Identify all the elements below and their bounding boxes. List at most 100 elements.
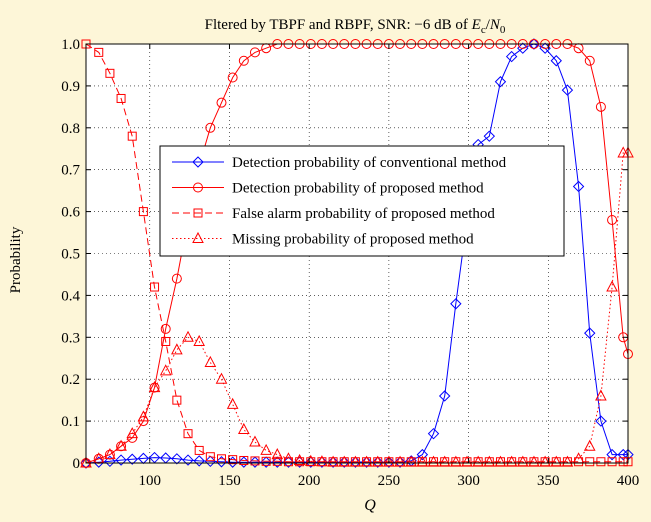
data-point xyxy=(105,68,115,78)
legend-marker xyxy=(193,208,203,218)
data-point xyxy=(260,456,272,468)
data-point xyxy=(228,455,238,465)
data-point xyxy=(138,207,148,217)
data-point xyxy=(539,455,551,467)
data-point xyxy=(394,456,406,468)
data-point xyxy=(194,445,204,455)
data-point xyxy=(161,336,171,346)
data-point xyxy=(327,456,339,468)
legend-label: False alarm probability of proposed meth… xyxy=(232,206,495,222)
series-layer xyxy=(80,38,634,469)
y-tick-label: 0.7 xyxy=(61,163,80,179)
data-point xyxy=(205,122,216,133)
data-point xyxy=(272,456,282,466)
data-point xyxy=(271,456,284,468)
y-axis-label: Probability xyxy=(8,226,24,293)
x-tick-label: 150 xyxy=(218,473,241,489)
data-point xyxy=(595,101,606,112)
data-point xyxy=(371,455,384,467)
data-point xyxy=(182,454,194,466)
legend-label: Detection probability of conventional me… xyxy=(232,155,507,171)
data-point xyxy=(383,455,395,467)
data-point xyxy=(618,457,628,467)
data-point xyxy=(193,334,206,346)
data-point xyxy=(450,298,462,310)
data-point xyxy=(183,429,193,439)
data-point xyxy=(606,280,618,292)
data-point xyxy=(137,410,150,422)
y-tick-label: 0.6 xyxy=(61,205,80,221)
data-point xyxy=(215,372,228,384)
data-point xyxy=(260,443,272,455)
data-point xyxy=(607,457,617,467)
data-point xyxy=(171,343,183,355)
data-point xyxy=(349,455,362,467)
data-point xyxy=(607,214,618,225)
data-point xyxy=(182,330,194,342)
data-point xyxy=(584,55,595,66)
data-point xyxy=(595,415,607,427)
data-point xyxy=(405,455,418,467)
data-point xyxy=(171,453,183,465)
data-point xyxy=(517,42,529,54)
data-point xyxy=(572,180,585,193)
data-point xyxy=(249,47,260,58)
data-point xyxy=(316,456,328,468)
data-point xyxy=(438,455,451,467)
data-point xyxy=(250,456,260,466)
data-point xyxy=(216,97,227,108)
series-3 xyxy=(81,39,633,467)
data-point xyxy=(338,455,351,467)
data-point xyxy=(80,456,92,468)
data-point xyxy=(394,455,406,467)
data-point xyxy=(127,131,137,141)
data-point xyxy=(416,455,429,467)
x-tick-label: 250 xyxy=(378,473,401,489)
data-point xyxy=(204,455,217,468)
data-point xyxy=(94,47,104,57)
data-point xyxy=(383,456,395,468)
y-tick-label: 0.2 xyxy=(61,372,80,388)
data-point xyxy=(305,456,317,468)
x-tick-label: 400 xyxy=(617,473,640,489)
data-point xyxy=(204,355,217,367)
data-point xyxy=(606,448,618,461)
data-point xyxy=(327,455,339,467)
x-tick-label: 300 xyxy=(457,473,480,489)
legend-marker xyxy=(192,231,204,243)
data-point xyxy=(416,448,429,461)
data-point xyxy=(438,390,451,402)
data-point xyxy=(338,456,350,468)
data-point xyxy=(561,84,574,96)
y-tick-label: 0.4 xyxy=(61,288,80,304)
x-tick-label: 200 xyxy=(298,473,321,489)
legend-label: Missing probability of proposed method xyxy=(232,232,474,248)
data-point xyxy=(193,455,205,467)
data-point xyxy=(239,455,249,465)
data-point xyxy=(472,455,484,467)
data-point xyxy=(427,427,440,440)
data-point xyxy=(104,455,116,468)
data-point xyxy=(104,448,116,460)
data-point xyxy=(226,397,239,409)
data-point xyxy=(427,455,440,467)
axes: 100 150 200 250 300 350 400 0 0.1 0.2 0.3 0.4 0.5 0.6… xyxy=(61,37,639,489)
data-point xyxy=(360,455,373,467)
data-point xyxy=(494,455,507,467)
data-point xyxy=(293,453,306,465)
data-point xyxy=(171,273,182,284)
data-point xyxy=(583,439,596,451)
data-point xyxy=(159,364,172,376)
data-point xyxy=(483,455,496,467)
data-point xyxy=(550,455,563,467)
data-point xyxy=(116,93,126,103)
chart-title: Fltered by TBPF and RBPF, SNR: −6 dB of … xyxy=(205,17,506,36)
y-tick-label: 0.9 xyxy=(61,79,80,95)
x-axis-label: Q xyxy=(364,497,376,514)
data-point xyxy=(237,422,250,434)
data-point xyxy=(148,381,161,393)
data-point xyxy=(160,323,171,334)
data-point xyxy=(205,452,215,462)
